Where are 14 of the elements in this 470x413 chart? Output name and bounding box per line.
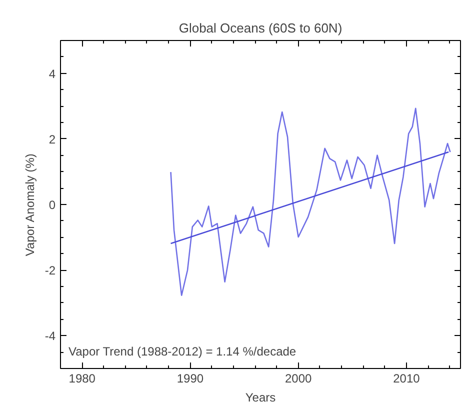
- y-axis-title: Vapor Anomaly (%): [22, 154, 37, 256]
- y-tick-label: 0: [48, 198, 56, 212]
- x-tick-label: 1990: [176, 372, 204, 386]
- x-axis-title: Years: [245, 390, 276, 404]
- y-tick-label: -4: [44, 329, 56, 344]
- y-tick-label: 4: [48, 66, 56, 81]
- x-tick-label: 2010: [393, 372, 420, 386]
- y-tick-label: -2: [44, 264, 56, 278]
- x-tick-label: 2000: [284, 372, 312, 386]
- line-series: [170, 108, 451, 296]
- y-tick-label: 2: [48, 132, 56, 146]
- annotation: Vapor Trend (1988-2012) = 1.14 %/decade: [68, 344, 296, 358]
- x-tick-label: 1980: [68, 372, 96, 386]
- chart-title: Global Oceans (60S to 60N): [178, 20, 342, 36]
